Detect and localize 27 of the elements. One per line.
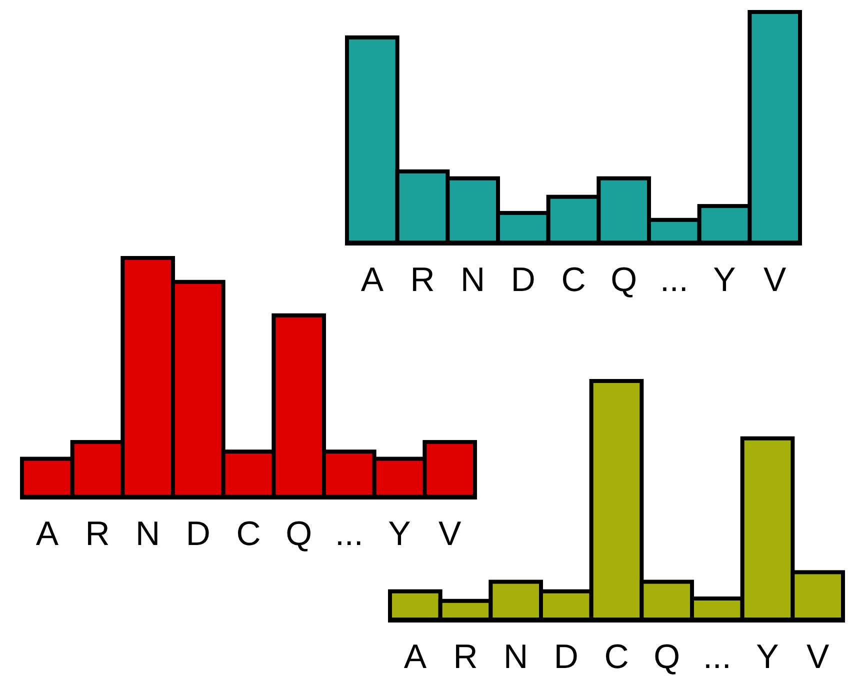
x-tick-label: Y [388,515,411,553]
x-tick-label: Q [610,261,638,299]
x-tick-label: D [510,261,536,299]
x-tick-label: ... [334,515,364,553]
x-tick-label: N [136,515,160,553]
x-tick-label: ... [660,261,688,299]
x-tick-label: N [504,638,528,676]
x-tick-label: C [604,638,629,676]
x-tick-label: C [561,261,586,299]
x-tick-label: ... [702,638,732,676]
x-tick-label: R [85,515,110,553]
x-tick-label: Q [654,638,680,676]
x-tick-label: A [360,261,384,299]
x-tick-label: V [806,638,830,676]
x-tick-label: C [236,515,261,553]
x-tick-label: D [186,515,210,553]
x-tick-label: Q [286,515,312,553]
x-tick-label: Y [756,638,779,676]
x-tick-label: R [410,261,435,299]
x-tick-label: V [763,261,786,299]
x-tick-label: V [438,515,462,553]
x-tick-label: D [554,638,578,676]
x-tick-label: A [36,515,59,553]
x-tick-label: N [460,261,486,299]
x-tick-label: R [453,638,478,676]
x-tick-label: A [404,638,427,676]
x-tick-label: Y [713,261,736,299]
